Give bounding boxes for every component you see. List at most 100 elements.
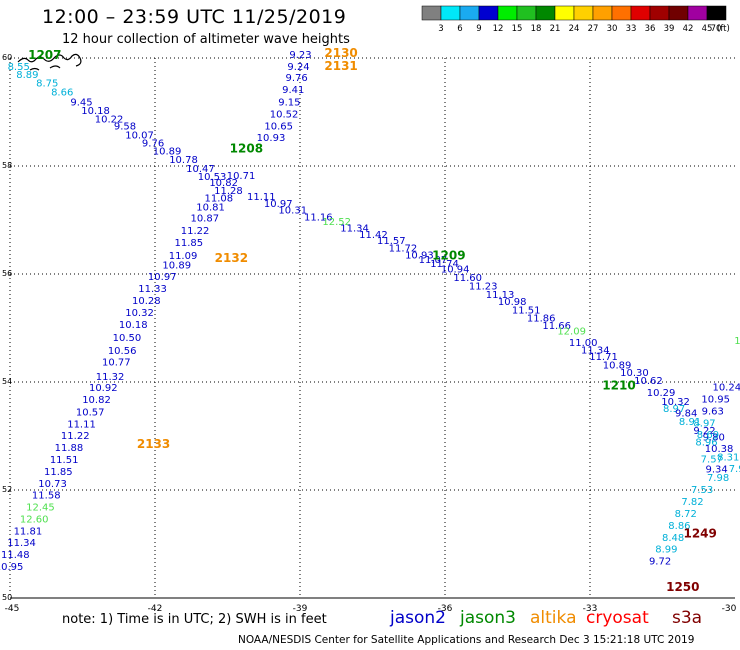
map-footer: NOAA/NESDIS Center for Satellite Applica… xyxy=(238,634,695,646)
wave-height-point: 10.18 xyxy=(119,320,148,331)
wave-height-point: 10.93 xyxy=(257,133,286,144)
wave-height-point: 9.58 xyxy=(114,121,136,132)
colorbar-tick-label: 15 xyxy=(512,24,523,34)
x-tick-label: -33 xyxy=(583,604,598,614)
wave-height-point: 8.91 xyxy=(679,417,701,428)
wave-height-point: 8.97 xyxy=(663,404,685,415)
wave-height-point: 11.28 xyxy=(214,186,243,197)
wave-height-point: 11.42 xyxy=(359,230,388,241)
wave-height-point: 10.92 xyxy=(89,383,118,394)
wave-height-point: 11.51 xyxy=(512,305,541,316)
wave-height-point: 11.72 xyxy=(389,243,418,254)
colorbar-tick-label: 12 xyxy=(493,24,504,34)
wave-height-point: 7.53 xyxy=(691,485,713,496)
wave-height-point: 11.33 xyxy=(138,284,167,295)
y-tick-label: 52 xyxy=(2,485,12,494)
map-subtitle: 12 hour collection of altimeter wave hei… xyxy=(62,32,350,47)
pass-number-label: 2133 xyxy=(137,437,170,451)
pass-number-label: 1250 xyxy=(666,580,699,594)
y-tick-label: 50 xyxy=(2,593,12,602)
wave-height-point: 9.45 xyxy=(70,98,92,109)
wave-height-point: 12.09 xyxy=(557,326,586,337)
wave-height-point: 10.78 xyxy=(169,155,198,166)
wave-height-point: 10.47 xyxy=(186,164,215,175)
wave-height-point: 10.32 xyxy=(125,308,154,319)
wave-height-point: 11.48 xyxy=(1,550,30,561)
wave-height-point: 9.22 xyxy=(693,426,715,437)
colorbar-tick-label: 18 xyxy=(531,24,542,34)
wave-height-point: 7.94 xyxy=(729,464,740,475)
pass-number-label: 2132 xyxy=(215,251,248,265)
legend-cryosat: cryosat xyxy=(586,608,649,628)
x-tick-label: -30 xyxy=(722,604,737,614)
x-tick-label: -45 xyxy=(5,604,20,614)
wave-height-point: 10.95 xyxy=(701,395,730,406)
wave-height-point: 11.85 xyxy=(44,467,73,478)
y-tick-label: 56 xyxy=(2,269,12,278)
colorbar-tick-label: 70 xyxy=(711,24,722,34)
wave-height-point: 11.81 xyxy=(14,526,43,537)
wave-height-point: 8.55 xyxy=(8,62,30,73)
wave-height-point: 11.32 xyxy=(96,372,125,383)
wave-height-point: 8.66 xyxy=(51,87,73,98)
pass-number-label: 1207 xyxy=(28,48,61,62)
wave-height-point: 8.31 xyxy=(717,452,739,463)
wave-height-point: 7.98 xyxy=(707,473,729,484)
wave-height-point: 12.52 xyxy=(322,217,351,228)
wave-height-point: 11.86 xyxy=(527,314,556,325)
wave-height-point: 9.41 xyxy=(282,85,304,96)
wave-height-point: 10.87 xyxy=(190,214,219,225)
wave-height-point: 11.08 xyxy=(204,194,233,205)
colorbar-tick-label: 6 xyxy=(457,24,462,34)
wave-height-point: 10.56 xyxy=(108,346,137,357)
colorbar-unit-label: (ft) xyxy=(717,24,730,34)
wave-height-point: 11.66 xyxy=(542,321,571,332)
wave-height-point: 10.71 xyxy=(227,171,256,182)
wave-height-point: 11.23 xyxy=(469,282,498,293)
y-tick-label: 54 xyxy=(2,377,12,386)
wave-height-point: 10.97 xyxy=(148,272,177,283)
wave-height-point: 11.71 xyxy=(589,352,618,363)
wave-height-point: 8.75 xyxy=(36,79,58,90)
wave-height-point: 11.85 xyxy=(175,238,204,249)
wave-height-point: 10.57 xyxy=(76,407,105,418)
colorbar-tick-label: 33 xyxy=(626,24,637,34)
colorbar-tick-label: 45 xyxy=(702,24,713,34)
colorbar-tick-label: 27 xyxy=(588,24,599,34)
x-tick-label: -39 xyxy=(293,604,308,614)
wave-height-point: 9.34 xyxy=(706,465,728,476)
pass-number-label: 2131 xyxy=(324,59,357,73)
wave-height-point: 10.29 xyxy=(647,388,676,399)
wave-height-point: 10.95 xyxy=(0,562,23,573)
wave-height-point: 11.16 xyxy=(304,213,333,224)
wave-height-point: 9.63 xyxy=(702,406,724,417)
legend-jason3: jason3 xyxy=(460,608,516,628)
wave-height-point: 11.58 xyxy=(32,491,61,502)
wave-height-point: 8.97 xyxy=(693,418,715,429)
pass-number-label: 1208 xyxy=(230,142,263,156)
wave-height-point: 11.22 xyxy=(61,431,90,442)
wave-height-point: 11.51 xyxy=(50,455,79,466)
wave-height-point: 11.34 xyxy=(7,538,36,549)
wave-height-point: 10.62 xyxy=(634,376,663,387)
wave-height-point: 10.65 xyxy=(264,121,293,132)
wave-height-point: 10.31 xyxy=(278,206,307,217)
wave-height-point: 10.38 xyxy=(705,444,734,455)
wave-height-point: 11.88 xyxy=(55,443,84,454)
wave-height-point: 10.89 xyxy=(603,361,632,372)
wave-height-point: 9.84 xyxy=(675,409,697,420)
wave-height-point: 11.07 xyxy=(419,255,448,266)
pass-number-label: 2130 xyxy=(324,46,357,60)
colorbar-tick-label: 9 xyxy=(476,24,481,34)
map-note: note: 1) Time is in UTC; 2) SWH is in fe… xyxy=(62,612,327,627)
x-tick-label: -42 xyxy=(148,604,163,614)
map-title: 12:00 – 23:59 UTC 11/25/2019 xyxy=(42,6,347,28)
wave-height-point: 9.24 xyxy=(287,62,309,73)
wave-height-point: 8.89 xyxy=(16,70,38,81)
wave-height-point: 10.53 xyxy=(198,172,227,183)
wave-height-point: 10.89 xyxy=(162,261,191,272)
wave-height-point: 10.97 xyxy=(264,199,293,210)
wave-height-point: 9.15 xyxy=(278,98,300,109)
wave-height-point: 10.93 xyxy=(405,250,434,261)
wave-height-point: 10.89 xyxy=(153,147,182,158)
